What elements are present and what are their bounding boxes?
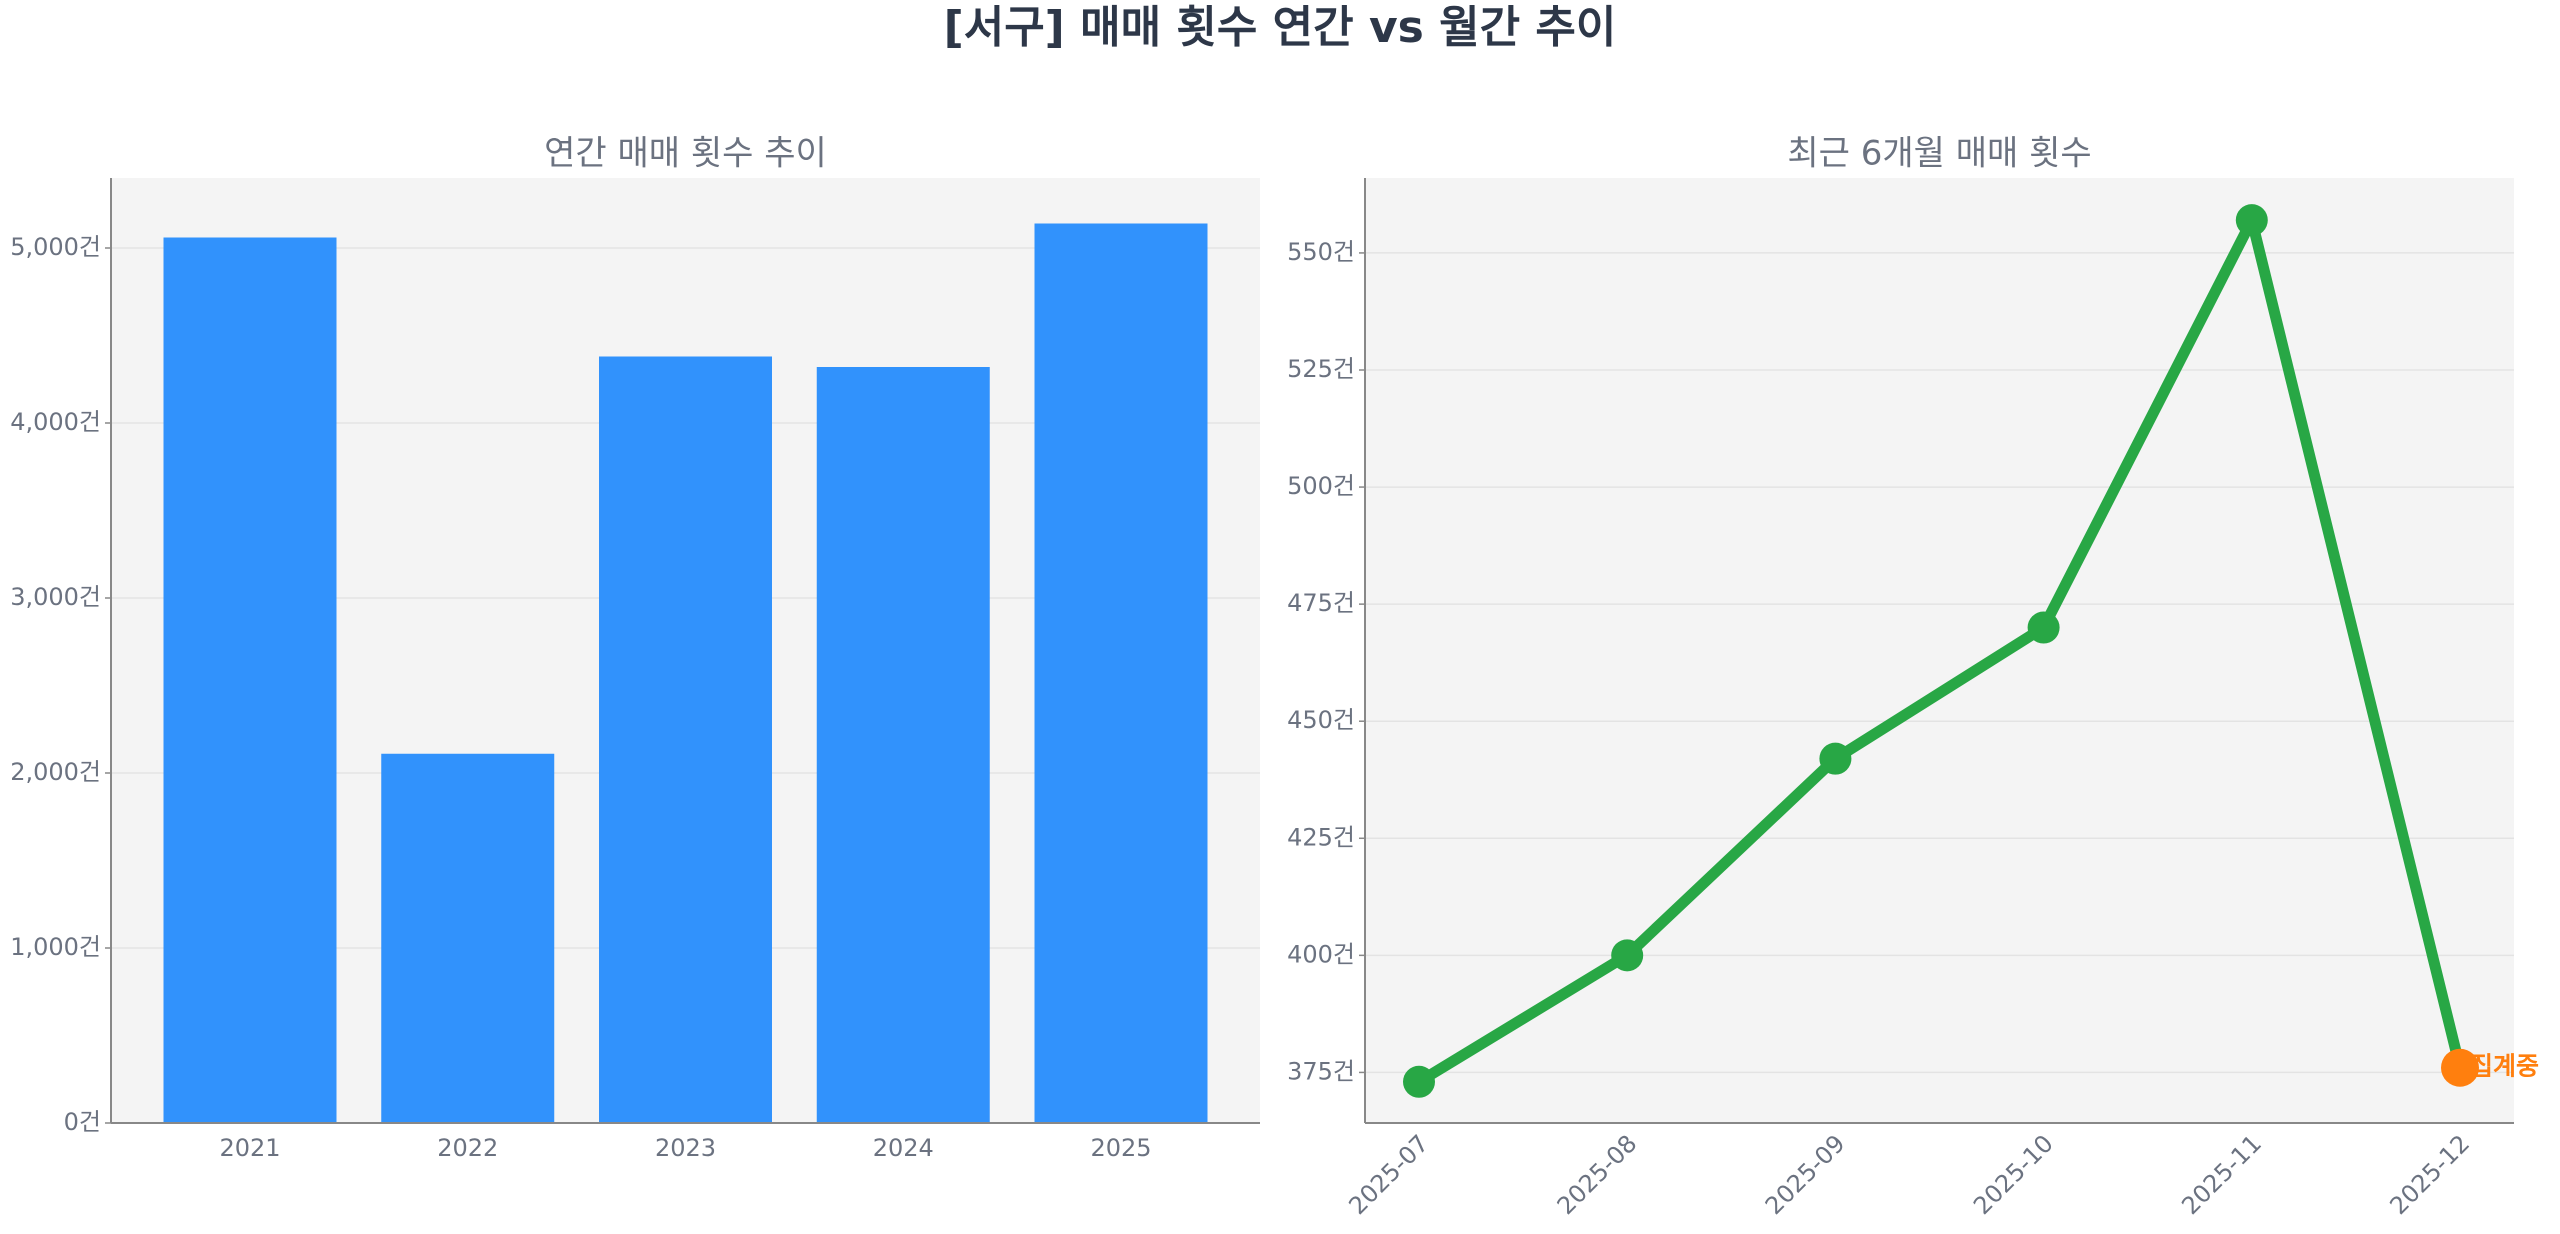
marker <box>2027 611 2060 644</box>
x-tick-label: 2021 <box>219 1134 280 1162</box>
figure-title: [서구] 매매 횟수 연간 vs 월간 추이 <box>944 2 1617 53</box>
y-tick-label: 4,000건 <box>10 408 101 436</box>
marker <box>1403 1065 1435 1098</box>
x-tick-label: 2025-12 <box>2384 1129 2475 1220</box>
y-tick-label: 450건 <box>1287 706 1355 734</box>
y-tick-label: 525건 <box>1287 355 1355 383</box>
highlight-marker <box>2441 1048 2479 1087</box>
marker <box>2235 204 2268 237</box>
y-tick-label: 5,000건 <box>10 233 101 261</box>
bar <box>381 753 555 1123</box>
y-tick-label: 3,000건 <box>10 583 101 611</box>
y-tick-label: 1,000건 <box>10 933 101 961</box>
x-tick-label: 2025-10 <box>1968 1129 2059 1220</box>
x-tick-label: 2025-09 <box>1760 1129 1851 1220</box>
x-tick-label: 2022 <box>437 1134 498 1162</box>
subplot-title: 연간 매매 횟수 추이 <box>544 134 827 174</box>
subplot-title: 최근 6개월 매매 횟수 <box>1787 134 2091 174</box>
y-tick-label: 500건 <box>1287 472 1355 500</box>
y-tick-label: 2,000건 <box>10 758 101 786</box>
y-tick-label: 475건 <box>1287 589 1355 617</box>
bar <box>163 237 337 1123</box>
plot-area <box>1365 178 2514 1123</box>
y-tick-label: 400건 <box>1287 940 1355 968</box>
x-tick-label: 2025-08 <box>1552 1129 1643 1220</box>
x-tick-label: 2023 <box>655 1134 716 1162</box>
y-tick-label: 0건 <box>64 1108 101 1136</box>
marker <box>1819 742 1852 775</box>
annotation: 집계중 <box>2470 1052 2539 1081</box>
y-tick-label: 425건 <box>1287 823 1355 851</box>
bar <box>599 356 772 1123</box>
x-tick-label: 2025-07 <box>1343 1129 1434 1220</box>
x-tick-label: 2025 <box>1090 1134 1151 1162</box>
bar <box>816 367 990 1123</box>
y-tick-label: 550건 <box>1287 238 1355 266</box>
line <box>1416 214 2466 1087</box>
marker <box>1611 939 1644 972</box>
x-tick-label: 2024 <box>873 1134 934 1162</box>
bar <box>1034 223 1208 1123</box>
x-tick-label: 2025-11 <box>2176 1129 2267 1220</box>
y-tick-label: 375건 <box>1287 1057 1355 1085</box>
